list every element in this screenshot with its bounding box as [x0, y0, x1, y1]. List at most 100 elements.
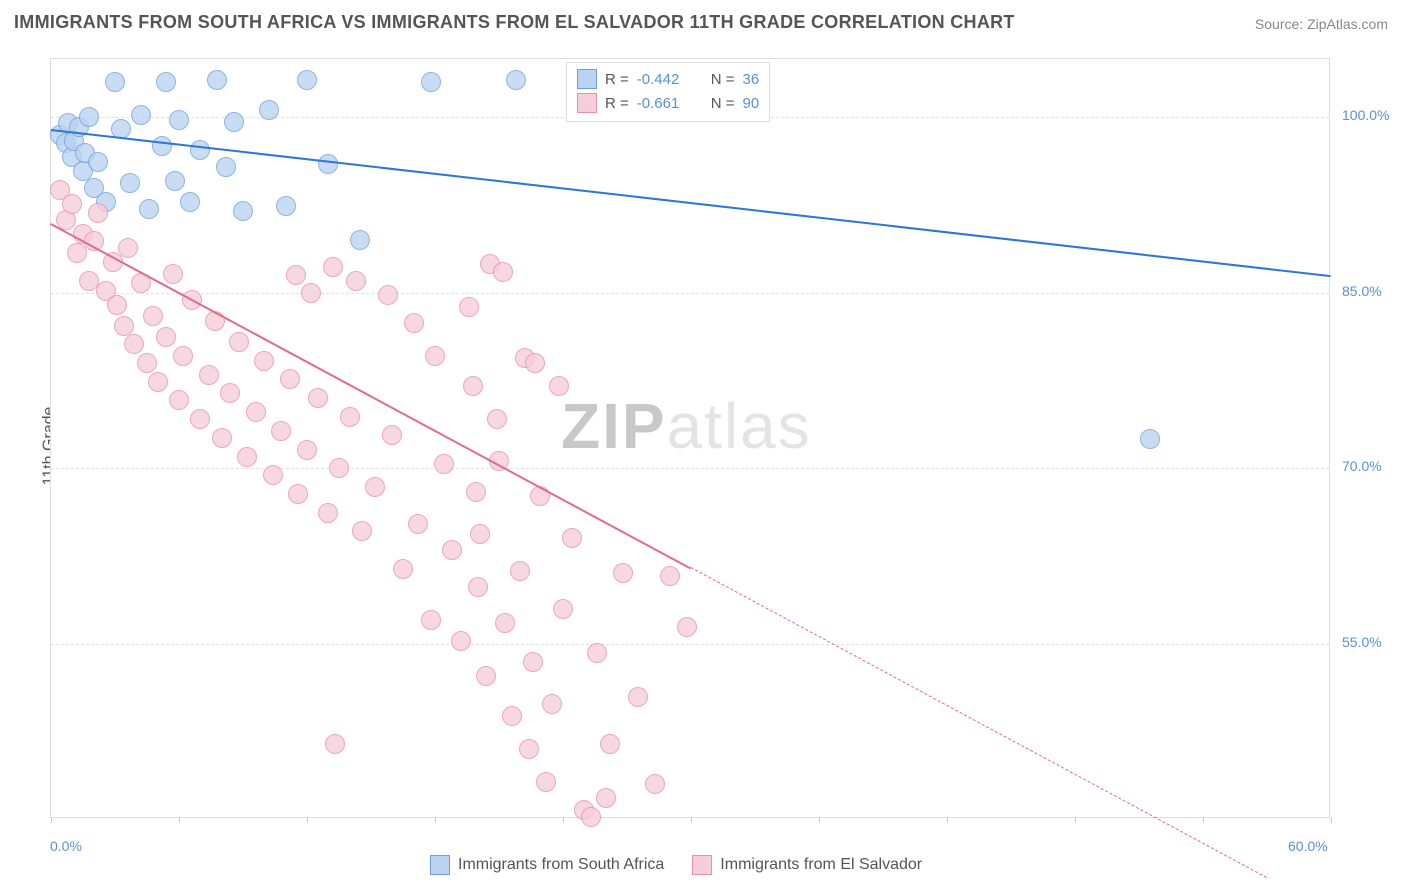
scatter-marker: [408, 514, 428, 534]
scatter-marker: [180, 192, 200, 212]
scatter-marker: [114, 316, 134, 336]
source-attribution: Source: ZipAtlas.com: [1255, 16, 1388, 32]
scatter-marker: [297, 440, 317, 460]
legend-swatch: [577, 69, 597, 89]
source-prefix: Source:: [1255, 16, 1307, 32]
scatter-marker: [88, 203, 108, 223]
scatter-marker: [165, 171, 185, 191]
scatter-marker: [297, 70, 317, 90]
scatter-marker: [613, 563, 633, 583]
scatter-marker: [425, 346, 445, 366]
watermark: ZIPatlas: [561, 389, 812, 463]
y-tick-label: 55.0%: [1342, 634, 1382, 650]
scatter-marker: [476, 666, 496, 686]
legend-n-value: 36: [743, 71, 760, 88]
legend-stats-row: R =-0.442N =36: [577, 67, 759, 91]
scatter-marker: [421, 72, 441, 92]
x-tick: [819, 817, 820, 823]
scatter-marker: [139, 199, 159, 219]
scatter-marker: [79, 107, 99, 127]
scatter-marker: [442, 540, 462, 560]
scatter-marker: [156, 72, 176, 92]
scatter-marker: [495, 613, 515, 633]
source-link[interactable]: ZipAtlas.com: [1307, 16, 1388, 32]
scatter-marker: [156, 327, 176, 347]
y-tick-label: 70.0%: [1342, 458, 1382, 474]
scatter-marker: [553, 599, 573, 619]
scatter-marker: [463, 376, 483, 396]
scatter-marker: [502, 706, 522, 726]
scatter-marker: [352, 521, 372, 541]
x-tick-label: 60.0%: [1288, 838, 1328, 854]
scatter-marker: [340, 407, 360, 427]
scatter-marker: [677, 617, 697, 637]
scatter-marker: [587, 643, 607, 663]
scatter-marker: [421, 610, 441, 630]
scatter-marker: [318, 154, 338, 174]
legend-r-value: -0.442: [637, 71, 693, 88]
trend-line: [691, 567, 1267, 878]
scatter-marker: [173, 346, 193, 366]
gridline-h: [51, 644, 1329, 645]
x-tick: [563, 817, 564, 823]
legend-stats-row: R =-0.661N =90: [577, 91, 759, 115]
scatter-marker: [105, 72, 125, 92]
legend-swatch: [692, 855, 712, 875]
y-tick-label: 85.0%: [1342, 283, 1382, 299]
scatter-marker: [542, 694, 562, 714]
scatter-marker: [169, 390, 189, 410]
scatter-marker: [148, 372, 168, 392]
scatter-marker: [459, 297, 479, 317]
legend-stats: R =-0.442N =36R =-0.661N =90: [566, 62, 770, 122]
x-tick: [1075, 817, 1076, 823]
scatter-marker: [233, 201, 253, 221]
scatter-marker: [510, 561, 530, 581]
scatter-marker: [163, 264, 183, 284]
legend-series: Immigrants from South Africa Immigrants f…: [430, 855, 922, 875]
scatter-marker: [470, 524, 490, 544]
gridline-h: [51, 468, 1329, 469]
scatter-marker: [120, 173, 140, 193]
scatter-marker: [280, 369, 300, 389]
legend-swatch: [430, 855, 450, 875]
scatter-marker: [350, 230, 370, 250]
scatter-marker: [259, 100, 279, 120]
scatter-marker: [246, 402, 266, 422]
scatter-marker: [276, 196, 296, 216]
scatter-marker: [645, 774, 665, 794]
legend-r-value: -0.661: [637, 95, 693, 112]
scatter-marker: [562, 528, 582, 548]
scatter-marker: [434, 454, 454, 474]
scatter-marker: [224, 112, 244, 132]
scatter-marker: [88, 152, 108, 172]
legend-series-label: Immigrants from South Africa: [458, 856, 664, 874]
scatter-marker: [493, 262, 513, 282]
scatter-marker: [107, 295, 127, 315]
watermark-zip: ZIP: [561, 390, 667, 462]
legend-swatch: [577, 93, 597, 113]
scatter-marker: [346, 271, 366, 291]
scatter-marker: [365, 477, 385, 497]
scatter-marker: [628, 687, 648, 707]
x-tick: [947, 817, 948, 823]
x-tick: [1331, 817, 1332, 823]
scatter-marker: [404, 313, 424, 333]
legend-series-label: Immigrants from El Salvador: [720, 856, 922, 874]
scatter-marker: [600, 734, 620, 754]
plot-area: ZIPatlas: [50, 58, 1330, 818]
scatter-marker: [308, 388, 328, 408]
chart-container: IMMIGRANTS FROM SOUTH AFRICA VS IMMIGRAN…: [0, 0, 1406, 892]
x-tick: [51, 817, 52, 823]
scatter-marker: [323, 257, 343, 277]
gridline-h: [51, 293, 1329, 294]
scatter-marker: [216, 157, 236, 177]
y-tick-label: 100.0%: [1342, 107, 1389, 123]
scatter-marker: [169, 110, 189, 130]
scatter-marker: [263, 465, 283, 485]
scatter-marker: [131, 105, 151, 125]
scatter-marker: [207, 70, 227, 90]
scatter-marker: [525, 353, 545, 373]
scatter-marker: [519, 739, 539, 759]
scatter-marker: [301, 283, 321, 303]
legend-n-value: 90: [743, 95, 760, 112]
